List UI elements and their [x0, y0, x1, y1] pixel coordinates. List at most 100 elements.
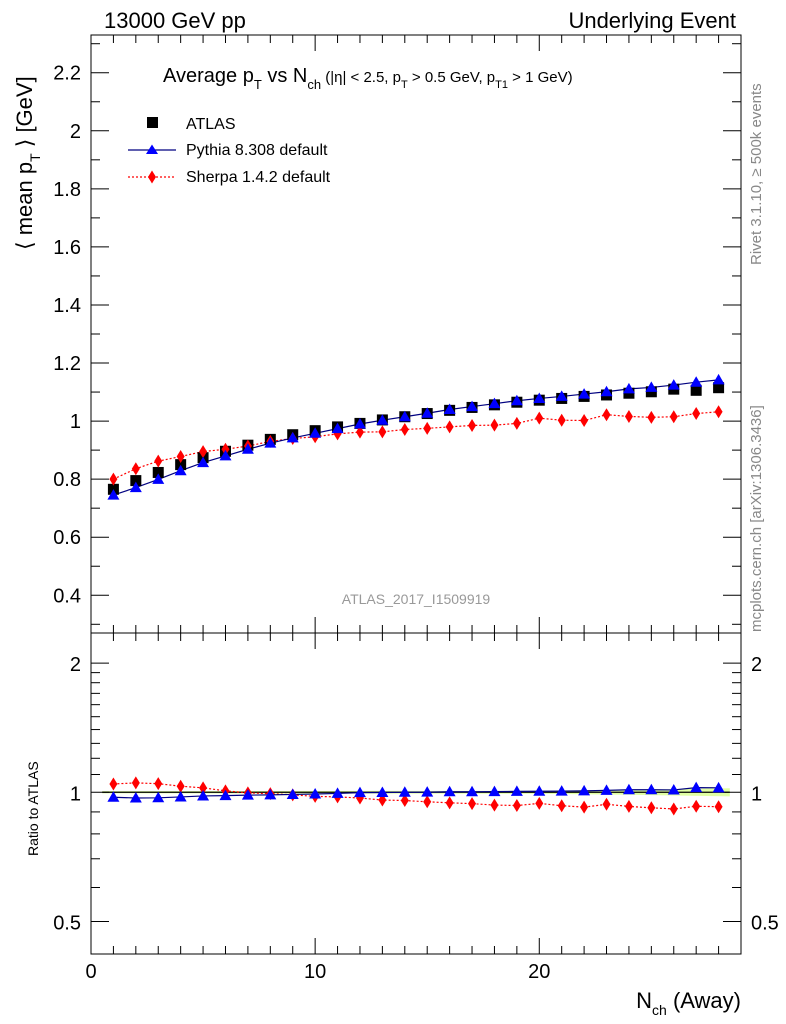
pythia-point	[152, 473, 165, 484]
pythia-point	[645, 381, 658, 392]
pythia-point	[533, 392, 546, 403]
legend-label-pythia: Pythia 8.308 default	[186, 142, 328, 159]
atlas-point	[713, 382, 725, 394]
pythia-ratio-point	[510, 785, 523, 796]
pythia-point	[219, 449, 232, 461]
atlas-point	[175, 459, 187, 471]
y-tick-label: 1.8	[53, 179, 81, 201]
data-series	[107, 373, 725, 816]
ratio-panel	[90, 632, 742, 955]
y-tick-label: 0.6	[53, 527, 81, 549]
sherpa-point	[512, 416, 521, 430]
sherpa-point	[580, 414, 589, 428]
pythia-ratio-point	[197, 789, 210, 801]
pythia-ratio-point	[488, 785, 501, 797]
pythia-point	[331, 422, 344, 434]
pythia-point	[510, 394, 523, 406]
sherpa-line	[113, 411, 719, 480]
sherpa-ratio-point	[669, 802, 678, 816]
header-right: Underlying Event	[568, 8, 736, 33]
y-tick-label: 1.4	[53, 295, 81, 317]
pythia-ratio-point	[690, 781, 703, 793]
legend-marker-pythia	[146, 144, 158, 154]
sherpa-point	[378, 425, 387, 439]
pythia-ratio-point	[645, 783, 658, 795]
legend-label-sherpa: Sherpa 1.4.2 default	[186, 169, 331, 186]
sherpa-point	[557, 413, 566, 427]
x-tick-label: 0	[85, 961, 96, 983]
pythia-point	[488, 397, 501, 409]
sherpa-ratio-point	[512, 799, 521, 813]
y-axis-label-ratio: Ratio to ATLAS	[25, 761, 41, 856]
y-tick-label: 1.6	[53, 237, 81, 259]
pythia-ratio-point	[398, 786, 411, 797]
sherpa-ratio-point	[490, 798, 499, 812]
pythia-ratio-point	[129, 791, 142, 803]
pythia-ratio-point	[466, 785, 479, 797]
legend: ATLAS Pythia 8.308 default Sherpa 1.4.2 …	[128, 116, 331, 186]
sherpa-point	[692, 407, 701, 421]
ratio-y-tick-label-right: 2	[751, 654, 762, 676]
pythia-ratio-point	[533, 785, 546, 796]
pythia-ratio-point	[376, 786, 389, 797]
atlas-point	[152, 466, 164, 478]
sherpa-ratio-point	[580, 800, 589, 814]
sherpa-point	[647, 410, 656, 424]
pythia-point	[398, 410, 411, 422]
pythia-ratio-point	[152, 791, 165, 803]
sherpa-point	[355, 425, 364, 439]
sherpa-point	[176, 450, 185, 464]
pythia-ratio-point	[667, 783, 680, 795]
pythia-ratio-point	[600, 784, 613, 795]
y-tick-label: 2.2	[53, 63, 81, 85]
axis-ticks: 0 10 20 0.4 0.6 0.8 1 1.2 1.4 1.6 1.8 2 2.2 0.5 0.5 1 1 2…	[53, 35, 779, 983]
sherpa-ratio-point	[109, 777, 118, 791]
sherpa-ratio-point	[176, 779, 185, 793]
pythia-line	[113, 379, 719, 496]
sherpa-ratio-point	[714, 800, 723, 814]
ratio-y-tick-label-right: 0.5	[751, 912, 779, 934]
plot-title: Average pT vs Nch (|η| < 2.5, pT > 0.5 G…	[163, 65, 573, 92]
pythia-point	[555, 390, 568, 401]
sherpa-point	[714, 405, 723, 419]
pythia-point	[353, 417, 366, 429]
rivet-label: Rivet 3.1.10, ≥ 500k events	[748, 83, 765, 265]
sherpa-point	[602, 408, 611, 422]
sherpa-point	[490, 418, 499, 432]
sherpa-ratio-point	[602, 797, 611, 811]
x-axis-label: Nch (Away)	[636, 988, 741, 1018]
ratio-y-tick-label: 0.5	[53, 912, 81, 934]
analysis-watermark: ATLAS_2017_I1509919	[342, 591, 491, 607]
pythia-point	[107, 489, 120, 500]
sherpa-ratio-point	[400, 794, 409, 808]
header-left: 13000 GeV pp	[104, 8, 246, 33]
pythia-point	[376, 414, 389, 425]
sherpa-point	[199, 445, 208, 459]
pythia-ratio-point	[286, 788, 299, 799]
y-tick-label: 0.4	[53, 585, 81, 607]
sherpa-point	[400, 423, 409, 437]
pythia-point	[241, 443, 254, 454]
legend-label-atlas: ATLAS	[186, 116, 236, 133]
y-tick-label: 1.2	[53, 353, 81, 375]
sherpa-ratio-point	[445, 796, 454, 810]
pythia-ratio-point	[712, 781, 725, 793]
pythia-ratio-point	[107, 791, 120, 802]
sherpa-ratio-point	[468, 797, 477, 811]
sherpa-ratio-point	[423, 795, 432, 809]
sherpa-ratio-point	[624, 799, 633, 813]
y-tick-label: 0.8	[53, 469, 81, 491]
pythia-ratio-point	[443, 785, 456, 797]
pythia-point	[129, 481, 142, 493]
y-axis-label-main: ⟨ mean pT ⟩ [GeV]	[12, 76, 43, 250]
sherpa-ratio-point	[557, 799, 566, 813]
pythia-ratio-point	[622, 783, 635, 795]
sherpa-ratio-point	[535, 796, 544, 810]
pythia-point	[667, 379, 680, 390]
pythia-point	[197, 456, 210, 468]
pythia-point	[309, 427, 322, 438]
pythia-ratio-point	[331, 787, 344, 798]
pythia-point	[578, 388, 591, 399]
x-tick-label: 20	[528, 961, 550, 983]
sherpa-point	[154, 454, 163, 468]
